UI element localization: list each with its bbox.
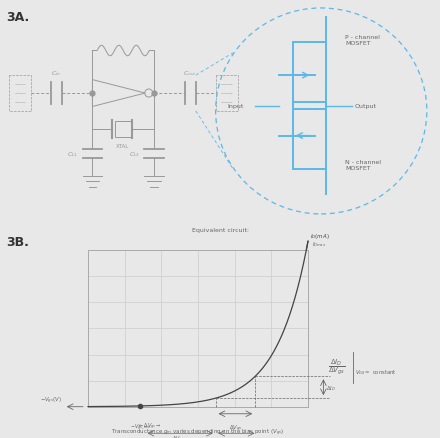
Text: Equivalent circuit:: Equivalent circuit:: [191, 227, 249, 232]
Text: $\Delta V_{gs}$: $\Delta V_{gs}$: [229, 422, 242, 433]
Text: $C_{in}$: $C_{in}$: [51, 69, 61, 78]
Text: Transconductance $g_m$ varies depending on the bias point ($V_{gs}$): Transconductance $g_m$ varies depending …: [111, 427, 285, 437]
Text: $\dfrac{\Delta I_D}{\Delta V_{gs}}$: $\dfrac{\Delta I_D}{\Delta V_{gs}}$: [328, 356, 345, 376]
Text: Output: Output: [354, 104, 376, 109]
Text: N - channel
MOSFET: N - channel MOSFET: [345, 160, 381, 171]
Text: $-V_{gs}(V)$: $-V_{gs}(V)$: [40, 395, 62, 405]
Text: XTAL: XTAL: [116, 144, 129, 149]
Text: $C_{L1}$: $C_{L1}$: [67, 150, 78, 159]
Text: $I_D(mA)$: $I_D(mA)$: [310, 231, 330, 240]
Text: $V_{GS}=$ constant: $V_{GS}=$ constant: [355, 367, 397, 376]
Text: $\leftarrow \Delta V_{gs} \rightarrow$: $\leftarrow \Delta V_{gs} \rightarrow$: [138, 421, 161, 431]
Text: $-V_{gs\_min}$: $-V_{gs\_min}$: [130, 422, 151, 431]
Text: P - channel
MOSFET: P - channel MOSFET: [345, 35, 380, 46]
Text: 3B.: 3B.: [7, 235, 29, 248]
Text: $C_{L2}$: $C_{L2}$: [128, 150, 140, 159]
Text: Input: Input: [228, 104, 244, 109]
Text: 3A.: 3A.: [7, 11, 30, 24]
Text: $\Delta V_{gs}$: $\Delta V_{gs}$: [172, 434, 184, 438]
Text: $I_{Dmax}$: $I_{Dmax}$: [312, 240, 327, 249]
Text: $C_{out}$: $C_{out}$: [183, 69, 197, 78]
Text: $\Delta I_D$: $\Delta I_D$: [326, 383, 335, 392]
